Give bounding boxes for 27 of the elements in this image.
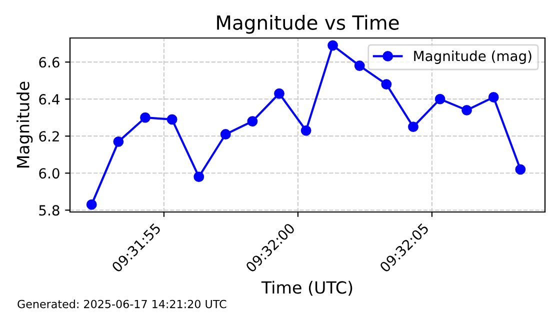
point [140,112,150,123]
point [247,116,258,127]
point [328,40,338,51]
point [113,136,124,147]
point [381,79,392,90]
point [462,104,472,116]
y-tick-label: 6.6 [39,57,60,68]
point [408,122,418,132]
legend-label: Magnitude (mag) [414,50,532,64]
y-axis-title: Magnitude [16,82,33,168]
point [194,172,204,182]
point [515,164,526,175]
point [166,114,178,125]
point [220,129,231,140]
chart-title: Magnitude vs Time [217,14,399,34]
y-tick-label: 6.4 [39,94,60,105]
y-tick-label: 6.0 [39,168,60,179]
point [86,199,97,210]
y-tick-label: 6.2 [39,131,59,142]
x-axis-title: Time (UTC) [261,280,352,296]
point [488,92,499,102]
text: Generated: 2025-06-17 14:21:20 UTC [18,300,226,308]
point [354,60,365,71]
y-tick-label: 5.8 [39,205,60,216]
point [434,94,446,104]
point [274,88,284,99]
point [300,125,312,136]
